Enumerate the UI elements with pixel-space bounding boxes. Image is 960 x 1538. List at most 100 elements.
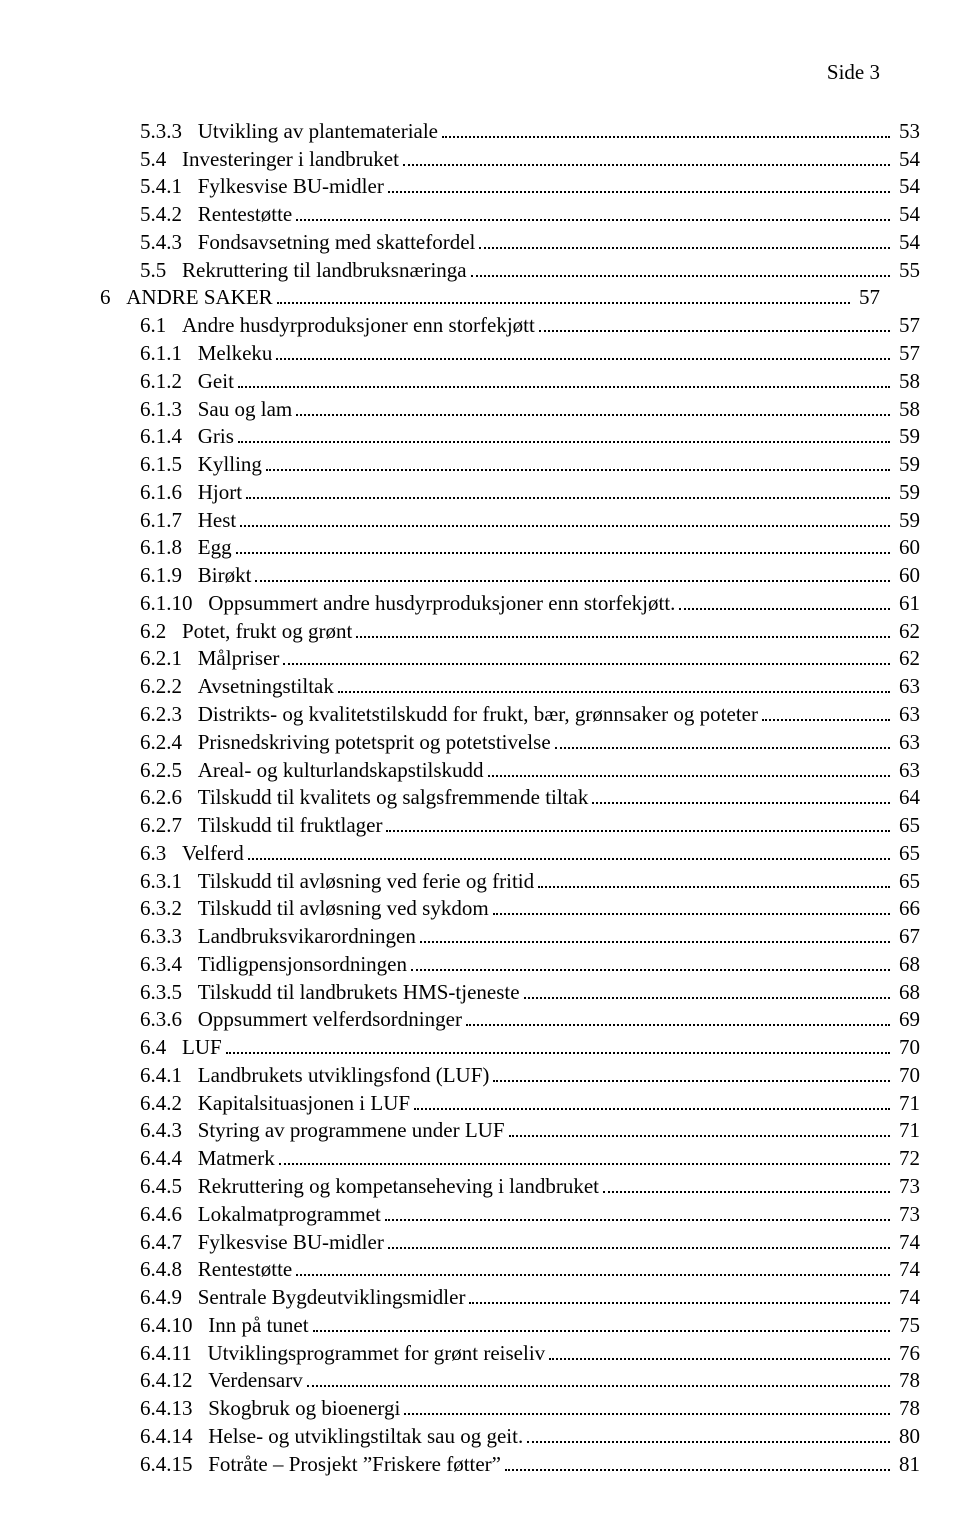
toc-entry: 6.4.7 Fylkesvise BU-midler 74 (100, 1228, 920, 1256)
toc-gap (182, 118, 198, 145)
toc-number: 6.1.5 (140, 451, 182, 478)
toc-gap (193, 1367, 209, 1394)
toc-entry: 6.4.1 Landbrukets utviklingsfond (LUF) 7… (100, 1061, 920, 1089)
toc-gap (182, 1256, 198, 1283)
toc-title: Helse- og utviklingstiltak sau og geit. (208, 1423, 523, 1450)
toc-number: 6.4 (140, 1034, 166, 1061)
toc-entry: 6.1.1 Melkeku 57 (100, 339, 920, 367)
toc-entry: 6.3 Velferd 65 (100, 839, 920, 867)
toc-number: 5.4.3 (140, 229, 182, 256)
toc-number: 6.1.6 (140, 479, 182, 506)
toc-leader (469, 1283, 889, 1304)
toc-entry: 6.3.6 Oppsummert velferdsordninger 69 (100, 1006, 920, 1034)
toc-title: Matmerk (198, 1145, 275, 1172)
toc-page: 58 (894, 368, 920, 395)
toc-number: 6.4.9 (140, 1284, 182, 1311)
toc-entry: 6.2.3 Distrikts- og kvalitetstilskudd fo… (100, 700, 920, 728)
toc-entry: 6.3.4 Tidligpensjonsordningen 68 (100, 950, 920, 978)
toc-page: 53 (894, 118, 920, 145)
toc-leader (296, 395, 890, 416)
toc-number: 6.4.12 (140, 1367, 193, 1394)
toc-number: 6.4.6 (140, 1201, 182, 1228)
toc-gap (182, 1117, 198, 1144)
toc-gap (182, 534, 198, 561)
toc-title: Tilskudd til kvalitets og salgsfremmende… (198, 784, 589, 811)
toc-leader (442, 117, 890, 138)
toc-title: Fondsavsetning med skattefordel (198, 229, 476, 256)
toc-number: 5.4.1 (140, 173, 182, 200)
toc-title: Landbruksvikarordningen (198, 923, 416, 950)
toc-page: 58 (894, 396, 920, 423)
toc-entry: 6.1.3 Sau og lam 58 (100, 395, 920, 423)
toc-page: 59 (894, 507, 920, 534)
toc-leader (493, 1061, 889, 1082)
toc-number: 6.2.7 (140, 812, 182, 839)
toc-title: Skogbruk og bioenergi (208, 1395, 400, 1422)
toc-entry: 6.2.6 Tilskudd til kvalitets og salgsfre… (100, 783, 920, 811)
toc-page: 62 (894, 618, 920, 645)
toc-title: LUF (182, 1034, 222, 1061)
toc-page: 54 (894, 173, 920, 200)
toc-title: Prisnedskriving potetsprit og potetstive… (198, 729, 551, 756)
toc-number: 6.2.3 (140, 701, 182, 728)
toc-number: 6.1.10 (140, 590, 193, 617)
toc-entry: 6.4.8 Rentestøtte 74 (100, 1255, 920, 1283)
toc-number: 6.3.5 (140, 979, 182, 1006)
page-number-header: Side 3 (100, 60, 880, 85)
toc-page: 70 (894, 1034, 920, 1061)
toc-entry: 6.1 Andre husdyrproduksjoner enn storfek… (100, 311, 920, 339)
toc-leader (509, 1117, 890, 1138)
toc-gap (182, 923, 198, 950)
toc-title: Distrikts- og kvalitetstilskudd for fruk… (198, 701, 758, 728)
toc-leader (592, 783, 889, 804)
toc-leader (248, 839, 890, 860)
toc-entry: 6.4.2 Kapitalsituasjonen i LUF 71 (100, 1089, 920, 1117)
toc-title: Utvikling av plantemateriale (198, 118, 438, 145)
toc-leader (527, 1422, 890, 1443)
toc-leader (479, 228, 889, 249)
toc-gap (182, 951, 198, 978)
toc-title: Hest (198, 507, 237, 534)
toc-leader (240, 506, 890, 527)
toc-leader (356, 617, 889, 638)
toc-number: 6.2 (140, 618, 166, 645)
toc-title: Fylkesvise BU-midler (198, 173, 384, 200)
toc-title: Birøkt (198, 562, 252, 589)
toc-entry: 6.4.4 Matmerk 72 (100, 1144, 920, 1172)
toc-number: 6.3 (140, 840, 166, 867)
toc-leader (296, 200, 890, 221)
toc-leader (762, 700, 890, 721)
toc-number: 6.3.2 (140, 895, 182, 922)
toc-entry: 6.1.10 Oppsummert andre husdyrproduksjon… (100, 589, 920, 617)
toc-leader (388, 173, 890, 194)
toc-entry: 6.4.14 Helse- og utviklingstiltak sau og… (100, 1422, 920, 1450)
toc-leader (555, 728, 890, 749)
toc-number: 6.4.3 (140, 1117, 182, 1144)
toc-leader (266, 450, 890, 471)
toc-title: Kylling (198, 451, 262, 478)
toc-entry: 5.4.2 Rentestøtte 54 (100, 200, 920, 228)
toc-number: 6 (100, 284, 111, 311)
toc-title: ANDRE SAKER (126, 284, 272, 311)
toc-page: 81 (894, 1451, 920, 1478)
toc-page: 54 (894, 229, 920, 256)
toc-page: 64 (894, 784, 920, 811)
toc-page: 57 (894, 312, 920, 339)
toc-number: 5.5 (140, 257, 166, 284)
toc-leader (276, 339, 889, 360)
toc-title: Styring av programmene under LUF (198, 1117, 505, 1144)
toc-leader (255, 561, 889, 582)
toc-entry: 6.1.4 Gris 59 (100, 422, 920, 450)
toc-gap (166, 257, 182, 284)
toc-number: 6.2.4 (140, 729, 182, 756)
toc-gap (192, 1340, 208, 1367)
toc-entry: 5.4.3 Fondsavsetning med skattefordel 54 (100, 228, 920, 256)
toc-entry: 5.3.3 Utvikling av plantemateriale 53 (100, 117, 920, 145)
toc-title: Egg (198, 534, 232, 561)
toc-title: Potet, frukt og grønt (182, 618, 352, 645)
toc-number: 6.4.4 (140, 1145, 182, 1172)
toc-gap (182, 1062, 198, 1089)
toc-leader (279, 1144, 890, 1165)
toc-number: 6.4.11 (140, 1340, 192, 1367)
toc-number: 6.2.6 (140, 784, 182, 811)
